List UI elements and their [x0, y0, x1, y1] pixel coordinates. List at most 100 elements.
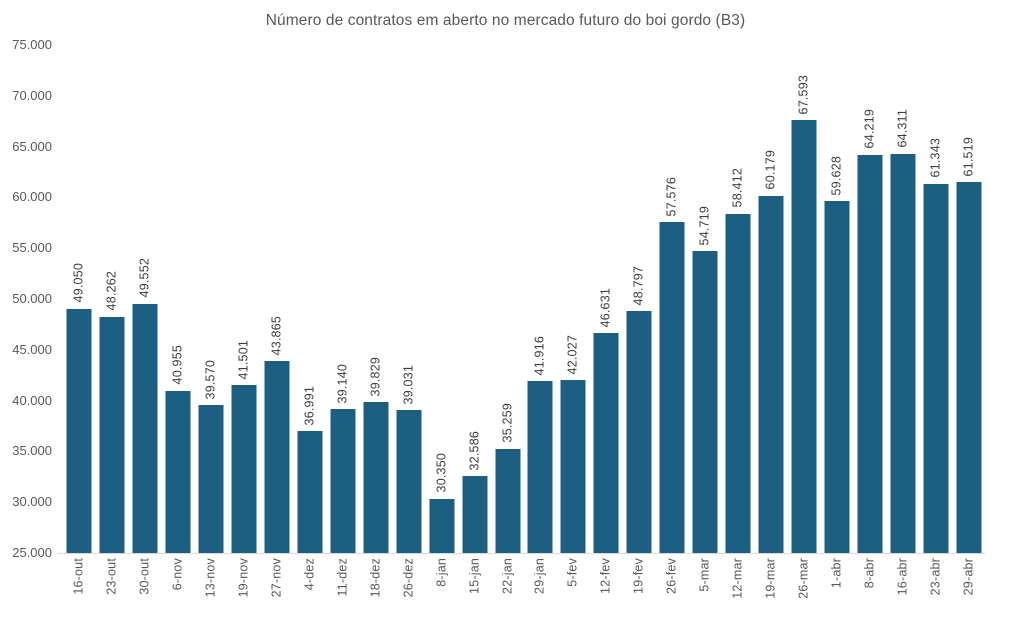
- bar: [626, 311, 652, 553]
- bar-slot: 60.179 19-mar: [755, 45, 788, 599]
- bar: [396, 410, 422, 553]
- bar: [363, 402, 389, 553]
- bar-value-label: 30.350: [434, 453, 449, 493]
- x-tick-label: 26-fev: [664, 558, 679, 594]
- y-tick-label: 30.000: [12, 494, 52, 510]
- bar-value-label: 39.570: [203, 359, 218, 399]
- x-tick-label: 26-dez: [401, 558, 416, 598]
- bar-value-label: 59.628: [829, 155, 844, 196]
- bar-value-label: 42.027: [565, 334, 580, 375]
- bar-value-label: 39.140: [335, 363, 350, 404]
- bar: [824, 201, 850, 553]
- bar-value-label: 58.412: [730, 168, 745, 208]
- x-tick-label: 1-abr: [829, 558, 844, 589]
- bar-slot: 49.552 30-out: [129, 45, 162, 595]
- bar: [527, 381, 553, 553]
- x-tick-label: 22-jan: [500, 558, 515, 594]
- bar: [692, 251, 718, 553]
- y-tick-label: 45.000: [12, 341, 52, 357]
- x-tick-label: 16-out: [71, 558, 86, 595]
- x-tick-label: 30-out: [137, 558, 152, 595]
- x-tick-label: 8-jan: [434, 558, 449, 587]
- bar-slot: 64.219 8-abr: [853, 45, 886, 588]
- bar: [593, 333, 619, 553]
- bar: [429, 498, 455, 553]
- bar: [560, 380, 586, 553]
- bar-value-label: 49.050: [71, 263, 86, 303]
- bar-slot: 54.719 5-mar: [689, 45, 722, 592]
- x-tick-label: 27-nov: [269, 558, 284, 598]
- bar-value-label: 48.797: [631, 265, 646, 306]
- bar-value-label: 39.829: [368, 356, 383, 397]
- bar: [99, 316, 125, 553]
- y-tick-label: 65.000: [12, 138, 52, 154]
- bar-slot: 39.829 18-dez: [359, 45, 392, 597]
- y-tick-label: 25.000: [12, 545, 52, 560]
- bar-slot: 30.350 8-jan: [425, 45, 458, 587]
- bar-slot: 40.955 6-nov: [162, 45, 195, 590]
- bar: [890, 153, 916, 553]
- bar-slot: 42.027 5-fev: [557, 45, 590, 587]
- bar-value-label: 41.501: [236, 339, 251, 380]
- bar: [330, 409, 356, 553]
- bar: [791, 120, 817, 553]
- x-tick-label: 26-mar: [796, 558, 811, 599]
- bar-slot: 35.259 22-jan: [491, 45, 524, 594]
- bar: [462, 475, 488, 553]
- bar-value-label: 64.311: [895, 109, 910, 148]
- bar-slot: 41.501 19-nov: [228, 45, 261, 597]
- bar-slot: 57.576 26-fev: [656, 45, 689, 594]
- bar: [725, 213, 751, 553]
- bar-slot: 61.519 29-abr: [952, 45, 985, 595]
- x-tick-label: 19-mar: [763, 558, 778, 599]
- bar-slot: 59.628 1-abr: [820, 45, 853, 588]
- x-tick-label: 6-nov: [170, 558, 185, 591]
- bar-value-label: 35.259: [500, 403, 515, 443]
- y-axis: 75.000 70.000 65.000 60.000 55.000 50.000 45.0…: [0, 0, 52, 629]
- bar: [231, 385, 257, 553]
- x-tick-label: 15-jan: [467, 558, 482, 594]
- y-tick-label: 75.000: [12, 37, 52, 52]
- bar-value-label: 39.031: [401, 365, 416, 405]
- bar-value-label: 57.576: [664, 176, 679, 217]
- y-tick-label: 70.000: [12, 87, 52, 103]
- bar-value-label: 49.552: [137, 258, 152, 298]
- bar-slot: 49.050 16-out: [63, 45, 96, 595]
- bar-slot: 64.311 16-abr: [886, 45, 919, 595]
- bar-value-label: 43.865: [269, 315, 284, 356]
- x-axis-baseline: [57, 553, 985, 554]
- bar-slot: 46.631 12-fev: [590, 45, 623, 594]
- bar-value-label: 36.991: [302, 385, 317, 426]
- bar: [132, 303, 158, 553]
- bar-slot: 61.343 23-abr: [919, 45, 952, 595]
- bar-slot: 43.865 27-nov: [261, 45, 294, 597]
- y-tick-label: 60.000: [12, 189, 52, 205]
- bar-slot: 67.593 26-mar: [787, 45, 820, 599]
- y-tick-label: 35.000: [12, 443, 52, 459]
- bar-value-label: 61.519: [961, 136, 976, 176]
- bar: [297, 431, 323, 553]
- x-tick-label: 29-jan: [532, 558, 547, 594]
- bar-slot: 48.262 23-out: [96, 45, 129, 595]
- bar: [66, 308, 92, 553]
- y-tick-label: 50.000: [12, 291, 52, 306]
- bar-value-label: 46.631: [598, 287, 613, 328]
- x-tick-label: 19-fev: [631, 558, 646, 594]
- x-tick-label: 23-out: [104, 558, 119, 595]
- y-tick-label: 40.000: [12, 392, 52, 408]
- bar-value-label: 48.262: [104, 271, 119, 311]
- bar-slot: 58.412 12-mar: [722, 45, 755, 599]
- bar-value-label: 61.343: [928, 138, 943, 178]
- bar-slot: 32.586 15-jan: [458, 45, 491, 594]
- plot-area: 49.050 16-out 48.262 23-out 49.552 30-out 40.9…: [63, 45, 985, 599]
- x-tick-label: 5-mar: [697, 558, 712, 592]
- bar-value-label: 40.955: [170, 345, 185, 385]
- bar-value-label: 60.179: [763, 150, 778, 190]
- bar: [165, 390, 191, 553]
- bar: [659, 222, 685, 553]
- bar-slot: 39.031 26-dez: [392, 45, 425, 597]
- bar: [758, 195, 784, 553]
- x-tick-label: 12-mar: [730, 558, 745, 599]
- bar-slot: 48.797 19-fev: [623, 45, 656, 594]
